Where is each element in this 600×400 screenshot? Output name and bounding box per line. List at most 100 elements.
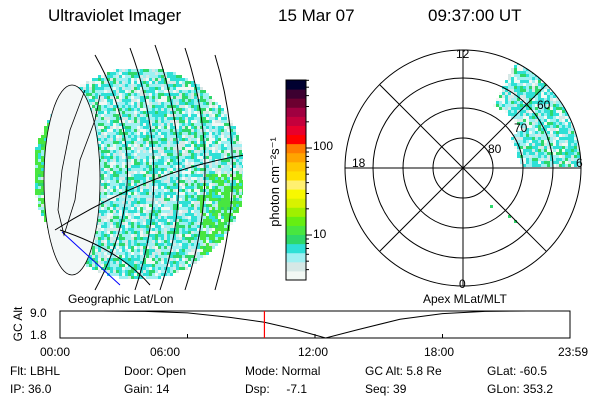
polar-pixel: [559, 125, 562, 128]
image-pixel: [104, 198, 107, 201]
image-pixel: [152, 75, 155, 78]
image-pixel: [137, 189, 140, 192]
image-pixel: [137, 105, 140, 108]
polar-pixel: [559, 110, 562, 113]
image-pixel: [212, 114, 215, 117]
image-pixel: [140, 210, 143, 213]
image-pixel: [128, 75, 131, 78]
image-pixel: [128, 165, 131, 168]
image-pixel: [113, 156, 116, 159]
polar-pixel: [523, 113, 526, 116]
image-pixel: [206, 105, 209, 108]
image-pixel: [98, 207, 101, 210]
polar-pixel: [529, 134, 532, 137]
image-pixel: [161, 81, 164, 84]
image-pixel: [179, 162, 182, 165]
image-pixel: [161, 141, 164, 144]
image-pixel: [158, 267, 161, 270]
image-pixel: [86, 84, 89, 87]
image-pixel: [179, 192, 182, 195]
polar-pixel: [559, 95, 562, 98]
polar-pixel: [541, 143, 544, 146]
polar-pixel: [535, 158, 538, 161]
image-pixel: [107, 174, 110, 177]
image-pixel: [122, 255, 125, 258]
image-pixel: [188, 90, 191, 93]
image-pixel: [206, 252, 209, 255]
image-pixel: [125, 120, 128, 123]
polar-pixel: [571, 146, 574, 149]
meridian-line: [214, 54, 233, 291]
image-pixel: [122, 207, 125, 210]
image-pixel: [203, 138, 206, 141]
image-pixel: [104, 240, 107, 243]
polar-pixel: [520, 107, 523, 110]
image-pixel: [185, 138, 188, 141]
image-pixel: [158, 96, 161, 99]
image-pixel: [179, 75, 182, 78]
image-pixel: [209, 105, 212, 108]
image-pixel: [122, 135, 125, 138]
image-pixel: [167, 255, 170, 258]
polar-pixel: [517, 80, 520, 83]
image-pixel: [137, 174, 140, 177]
image-pixel: [104, 246, 107, 249]
image-pixel: [107, 216, 110, 219]
polar-pixel: [547, 101, 550, 104]
image-pixel: [110, 237, 113, 240]
polar-pixel: [565, 119, 568, 122]
polar-pixel: [517, 110, 520, 113]
image-pixel: [176, 231, 179, 234]
image-pixel: [182, 201, 185, 204]
polar-pixel: [511, 80, 514, 83]
polar-pixel: [514, 83, 517, 86]
polar-pixel: [556, 110, 559, 113]
image-pixel: [185, 111, 188, 114]
image-pixel: [221, 138, 224, 141]
image-pixel: [158, 84, 161, 87]
image-pixel: [122, 231, 125, 234]
polar-pixel: [577, 122, 580, 125]
polar-pixel: [550, 104, 553, 107]
image-pixel: [167, 186, 170, 189]
polar-pixel: [577, 80, 580, 83]
image-pixel: [170, 156, 173, 159]
image-pixel: [125, 210, 128, 213]
polar-pixel: [529, 74, 532, 77]
image-pixel: [143, 168, 146, 171]
image-pixel: [215, 114, 218, 117]
image-pixel: [227, 153, 230, 156]
image-pixel: [239, 180, 242, 183]
polar-pixel: [529, 152, 532, 155]
image-pixel: [101, 165, 104, 168]
image-pixel: [116, 201, 119, 204]
image-pixel: [221, 129, 224, 132]
colorbar-swatch: [286, 161, 306, 172]
image-pixel: [227, 207, 230, 210]
image-pixel: [188, 222, 191, 225]
image-pixel: [122, 249, 125, 252]
polar-pixel: [562, 83, 565, 86]
image-pixel: [158, 237, 161, 240]
image-pixel: [101, 111, 104, 114]
polar-pixel: [550, 143, 553, 146]
image-pixel: [149, 177, 152, 180]
image-pixel: [185, 234, 188, 237]
image-pixel: [149, 96, 152, 99]
image-pixel: [194, 141, 197, 144]
image-pixel: [158, 99, 161, 102]
image-pixel: [101, 270, 104, 273]
polar-pixel: [514, 101, 517, 104]
image-pixel: [227, 162, 230, 165]
image-pixel: [188, 126, 191, 129]
polar-pixel: [577, 71, 580, 74]
polar-pixel: [517, 56, 520, 59]
image-pixel: [116, 111, 119, 114]
image-pixel: [119, 165, 122, 168]
image-pixel: [125, 237, 128, 240]
polar-pixel: [559, 164, 562, 167]
image-pixel: [221, 234, 224, 237]
image-pixel: [146, 75, 149, 78]
image-pixel: [149, 75, 152, 78]
image-pixel: [92, 93, 95, 96]
